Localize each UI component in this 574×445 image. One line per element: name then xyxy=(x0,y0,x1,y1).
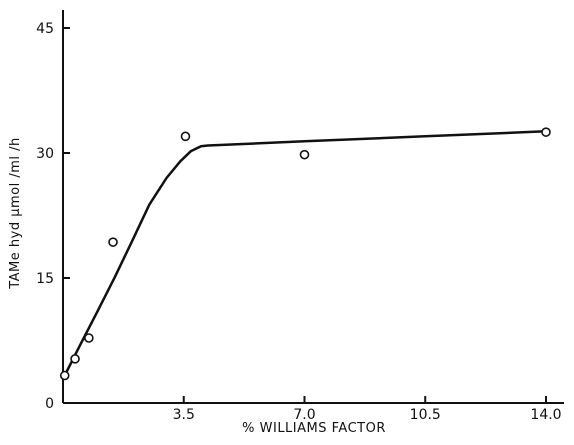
data-point xyxy=(84,333,94,343)
x-tick-label: 14.0 xyxy=(530,407,561,423)
y-tick-label: 30 xyxy=(36,146,54,162)
data-point xyxy=(299,149,310,160)
data-point xyxy=(108,237,118,247)
y-axis-title: TAMe hyd µmol /ml /h xyxy=(8,137,23,290)
fitted-curve-layer xyxy=(63,130,548,377)
x-tick-label: 7.0 xyxy=(293,407,315,423)
data-points xyxy=(59,127,551,381)
data-point xyxy=(59,370,70,381)
data-point xyxy=(70,354,80,364)
y-tick-label: 45 xyxy=(36,21,54,37)
y-tick-label: 15 xyxy=(36,271,54,287)
ticks: 0 15 30 45 3.5 7.0 10.5 14.0 xyxy=(36,21,561,423)
y-tick-label: 0 xyxy=(45,396,54,412)
x-axis-title: % WILLIAMS FACTOR xyxy=(242,421,386,436)
fitted-curve xyxy=(63,130,548,377)
x-tick-label: 10.5 xyxy=(410,407,441,423)
data-point xyxy=(180,131,191,142)
data-point xyxy=(541,127,551,137)
axes xyxy=(62,10,564,404)
x-tick-label: 3.5 xyxy=(173,407,195,423)
